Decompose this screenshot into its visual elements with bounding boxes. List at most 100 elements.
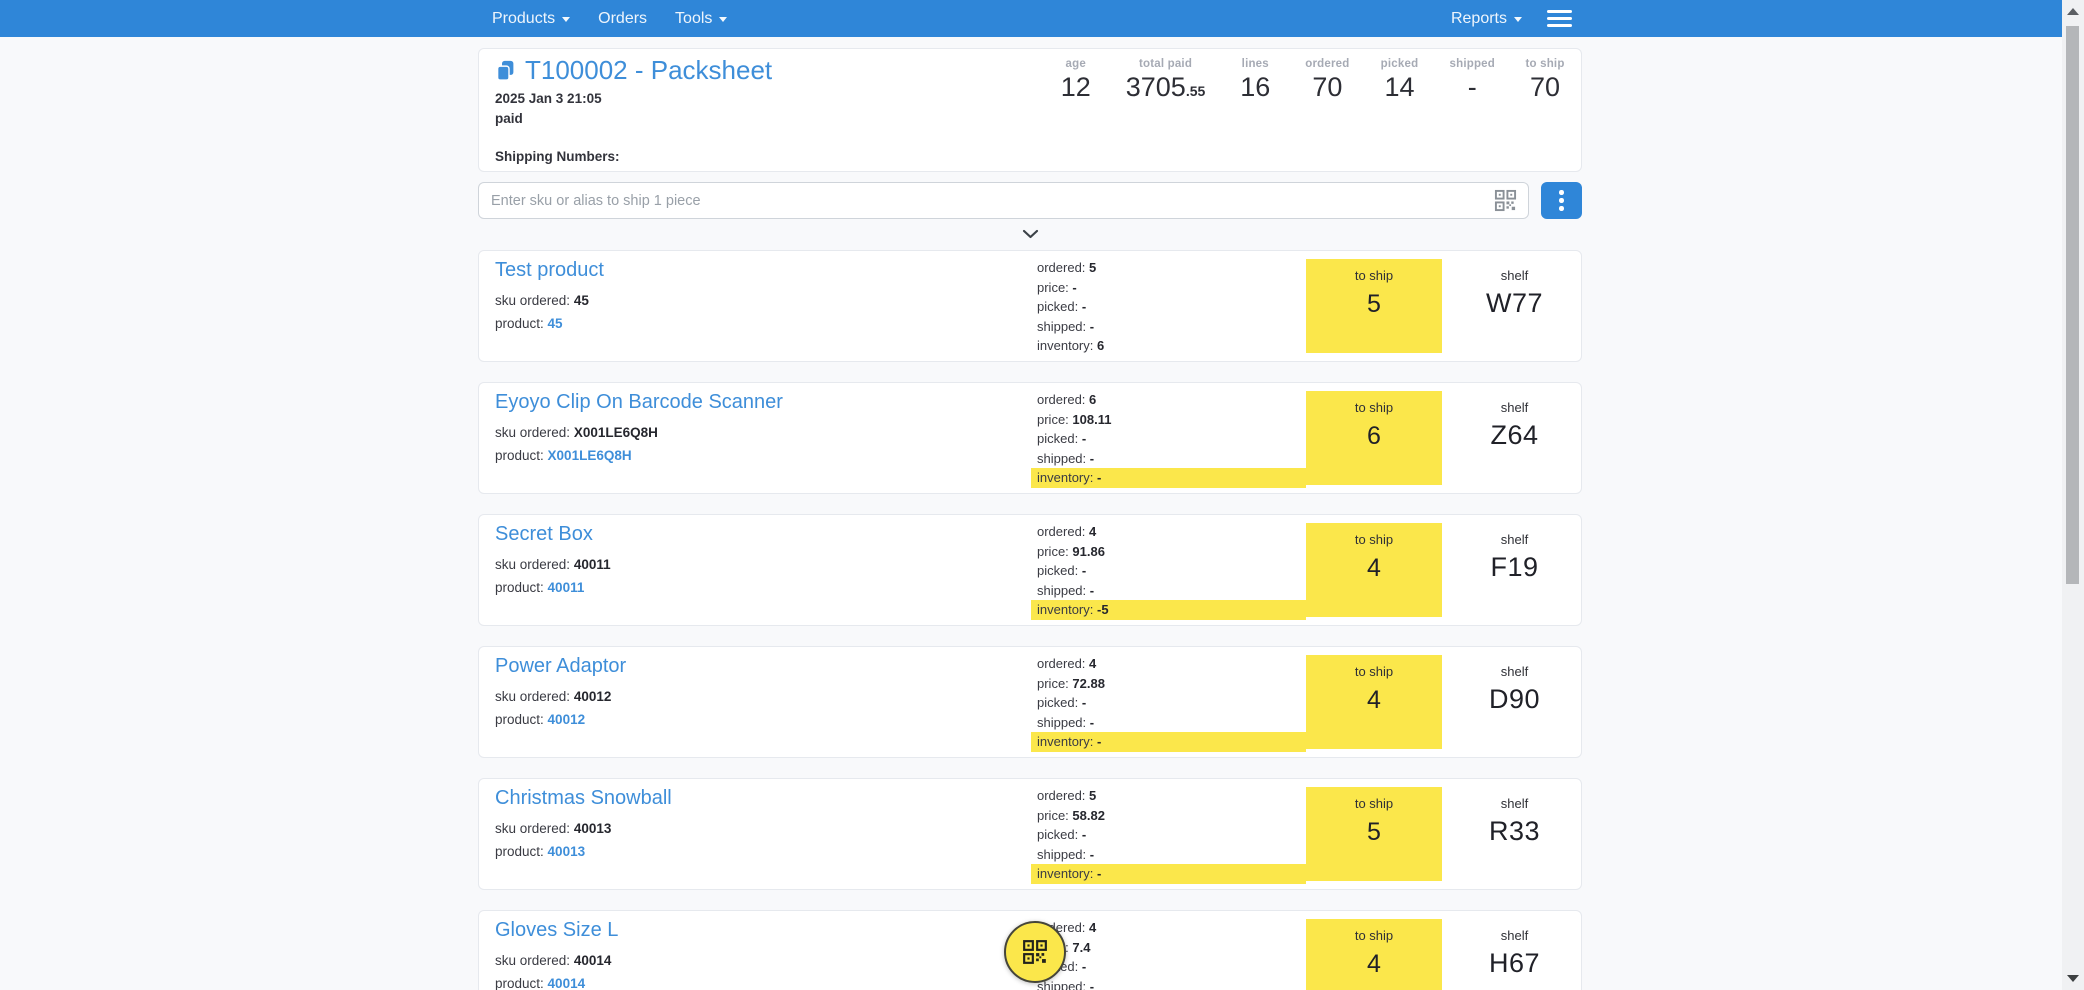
product-name-link[interactable]: Eyoyo Clip On Barcode Scanner xyxy=(495,391,783,413)
product-card: Eyoyo Clip On Barcode Scanner sku ordere… xyxy=(478,382,1582,494)
sku-ordered-label: sku ordered: xyxy=(495,557,571,572)
shelf-label: shelf xyxy=(1500,532,1529,547)
order-datetime: 2025 Jan 3 21:05 xyxy=(495,91,602,106)
stat-label: shipped xyxy=(1449,58,1495,70)
stat: lines 16 xyxy=(1233,58,1277,102)
stat-label: ordered xyxy=(1305,58,1350,70)
product-code-link[interactable]: 45 xyxy=(547,316,563,331)
stat-value: 14 xyxy=(1384,72,1415,102)
to-ship-label: to ship xyxy=(1354,268,1394,283)
product-card: Secret Box sku ordered: 40011 product: 4… xyxy=(478,514,1582,626)
detail-line: price: 108.11 xyxy=(1031,410,1306,430)
scrollbar-down-arrow[interactable] xyxy=(2067,975,2079,982)
nav-products[interactable]: Products xyxy=(478,0,584,37)
to-ship-value: 4 xyxy=(1367,554,1381,582)
detail-line: picked: - xyxy=(1031,957,1306,977)
product-name-link[interactable]: Power Adaptor xyxy=(495,655,627,677)
stat-label: total paid xyxy=(1138,58,1193,70)
detail-label: shipped: xyxy=(1037,450,1087,466)
detail-value: -5 xyxy=(1097,602,1109,617)
sku-ordered-value: 40014 xyxy=(573,953,612,968)
to-ship-value: 5 xyxy=(1367,818,1381,846)
stat-value: 70 xyxy=(1529,72,1561,102)
detail-value: - xyxy=(1081,299,1087,314)
scrollbar-thumb[interactable] xyxy=(2066,26,2079,584)
product-code-link[interactable]: 40014 xyxy=(547,976,586,990)
detail-value: 108.11 xyxy=(1072,411,1112,427)
detail-value: - xyxy=(1089,318,1095,334)
detail-line: shipped: - xyxy=(1031,449,1306,469)
detail-label: inventory: xyxy=(1037,470,1094,485)
detail-value: - xyxy=(1081,827,1087,842)
detail-label: price: xyxy=(1037,675,1069,691)
sku-ordered-line: sku ordered: 40013 xyxy=(495,821,611,836)
detail-value: 72.88 xyxy=(1072,675,1105,691)
product-label: product: xyxy=(495,448,544,463)
product-name-link[interactable]: Christmas Snowball xyxy=(495,787,672,809)
ship-options-button[interactable] xyxy=(1541,182,1582,219)
product-details: ordered: 4 price: 72.88 picked: - shipped: … xyxy=(1031,654,1306,752)
copy-icon[interactable] xyxy=(495,59,516,82)
product-name-link[interactable]: Secret Box xyxy=(495,523,593,545)
product-code-link[interactable]: 40013 xyxy=(547,844,586,859)
sku-ordered-label: sku ordered: xyxy=(495,821,571,836)
to-ship-box: to ship 4 xyxy=(1306,655,1442,749)
nav-orders[interactable]: Orders xyxy=(584,0,661,37)
product-name-link[interactable]: Test product xyxy=(495,259,604,281)
page-title[interactable]: T100002 - Packsheet xyxy=(525,55,773,85)
nav-tools[interactable]: Tools xyxy=(661,0,741,37)
product-line: product: 40011 xyxy=(495,580,584,595)
expand-details-toggle[interactable] xyxy=(478,226,1582,244)
detail-label: inventory: xyxy=(1037,338,1094,353)
barcode-scan-icon[interactable] xyxy=(1494,189,1517,212)
detail-label: price: xyxy=(1037,807,1069,823)
product-details: ordered: 5 price: - picked: - shipped: - inv… xyxy=(1031,258,1306,356)
floating-scan-button[interactable] xyxy=(1004,921,1066,983)
detail-line: inventory: - xyxy=(1031,864,1306,884)
detail-value: - xyxy=(1081,431,1087,446)
product-code-link[interactable]: 40012 xyxy=(547,712,586,727)
nav-left-group: Products Orders Tools xyxy=(478,0,741,37)
detail-value: 6 xyxy=(1089,392,1097,407)
detail-label: picked: xyxy=(1037,827,1079,842)
product-code-link[interactable]: X001LE6Q8H xyxy=(547,448,632,463)
sku-input[interactable] xyxy=(478,182,1529,219)
detail-line: inventory: - xyxy=(1031,732,1306,752)
sku-ordered-label: sku ordered: xyxy=(495,953,571,968)
sku-input-wrap xyxy=(478,182,1529,219)
shelf-label: shelf xyxy=(1500,796,1529,811)
to-ship-value: 5 xyxy=(1367,290,1381,318)
detail-value: - xyxy=(1089,714,1095,730)
to-ship-label: to ship xyxy=(1354,400,1394,415)
nav-reports-label: Reports xyxy=(1450,9,1507,27)
detail-label: inventory: xyxy=(1037,734,1094,749)
product-code-link[interactable]: 40011 xyxy=(547,580,585,595)
hamburger-menu-button[interactable] xyxy=(1536,4,1582,34)
stat-label: age xyxy=(1065,58,1086,70)
detail-value: - xyxy=(1089,846,1095,862)
shelf-label: shelf xyxy=(1500,664,1529,679)
detail-line: ordered: 4 xyxy=(1031,654,1306,674)
detail-label: shipped: xyxy=(1037,978,1087,990)
to-ship-value: 6 xyxy=(1367,422,1381,450)
detail-line: ordered: 5 xyxy=(1031,258,1306,278)
stats-row: age 12 total paid 3705.55 lines 16 order… xyxy=(1054,58,1567,102)
detail-value: 4 xyxy=(1089,524,1097,539)
product-name-link[interactable]: Gloves Size L xyxy=(495,919,619,941)
stat-label: lines xyxy=(1241,58,1269,70)
detail-label: picked: xyxy=(1037,563,1079,578)
detail-value: 91.86 xyxy=(1072,543,1105,559)
stat-value-decimal: .55 xyxy=(1185,83,1206,99)
shelf-value: H67 xyxy=(1488,948,1541,978)
sku-ordered-line: sku ordered: 45 xyxy=(495,293,589,308)
to-ship-box: to ship 4 xyxy=(1306,919,1442,990)
product-label: product: xyxy=(495,712,544,727)
nav-reports[interactable]: Reports xyxy=(1437,0,1536,37)
stat-value: - xyxy=(1467,72,1477,102)
detail-value: 5 xyxy=(1089,260,1097,275)
scrollbar-up-arrow[interactable] xyxy=(2067,8,2079,15)
detail-line: ordered: 4 xyxy=(1031,918,1306,938)
detail-line: ordered: 5 xyxy=(1031,786,1306,806)
status-badge: paid xyxy=(495,111,523,126)
detail-value: 58.82 xyxy=(1072,807,1105,823)
